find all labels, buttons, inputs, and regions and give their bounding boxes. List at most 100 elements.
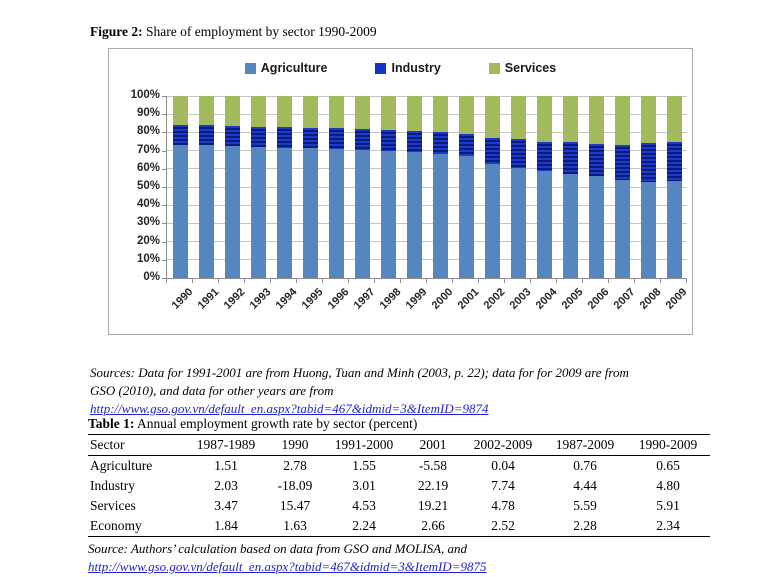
y-axis-label-60: 60%	[136, 161, 160, 174]
table-source-link[interactable]: http://www.gso.gov.vn/default_en.aspx?ta…	[88, 559, 487, 575]
stacked-bar-2002	[484, 96, 500, 278]
x-axis-tick	[322, 279, 323, 283]
bar-segment-industry	[458, 134, 474, 157]
x-axis-tick	[400, 279, 401, 283]
table-header-cell: 1990	[281, 437, 309, 452]
x-axis-tick	[660, 279, 661, 283]
bar-segment-services	[250, 96, 266, 127]
table-cell: 1.84	[214, 518, 238, 533]
table-cell: 4.53	[352, 498, 376, 513]
bar-segment-industry	[588, 144, 604, 177]
bar-segment-industry	[276, 126, 292, 148]
table-cell: 4.80	[656, 478, 680, 493]
y-axis-label-0: 0%	[143, 271, 160, 283]
x-axis-tick	[452, 279, 453, 283]
bar-segment-services	[302, 96, 318, 128]
table-cell: 2.66	[421, 518, 445, 533]
stacked-bar-2005	[562, 96, 578, 278]
bar-segment-agriculture	[250, 146, 266, 278]
bar-segment-agriculture	[224, 145, 240, 278]
bar-segment-industry	[406, 131, 422, 153]
table-cell: 2.03	[214, 478, 238, 493]
bar-segment-industry	[536, 141, 552, 171]
gridline-20	[167, 241, 687, 243]
figure-sources: Sources: Data for 1991-2001 are from Huo…	[90, 364, 710, 419]
legend-label: Agriculture	[260, 61, 328, 75]
bar-segment-agriculture	[536, 170, 552, 278]
figure-sources-link[interactable]: http://www.gso.gov.vn/default_en.aspx?ta…	[90, 401, 489, 417]
table-header-cell: 1991-2000	[334, 437, 394, 452]
x-axis-tick	[686, 279, 687, 283]
y-axis-tick	[162, 241, 166, 243]
stacked-bar-2001	[458, 96, 474, 278]
table-cell: 2.28	[573, 518, 597, 533]
table-1-block: Table 1: Annual employment growth rate b…	[88, 416, 710, 577]
legend-item-industry: Industry	[375, 60, 441, 76]
table-cell: -18.09	[277, 478, 313, 493]
bar-segment-industry	[172, 125, 188, 146]
chart-legend: Agriculture Industry Services	[109, 60, 692, 76]
bar-segment-agriculture	[588, 176, 604, 278]
bar-segment-services	[380, 96, 396, 131]
bar-segment-services	[614, 96, 630, 145]
bar-segment-agriculture	[380, 150, 396, 278]
x-axis-tick	[192, 279, 193, 283]
x-axis-tick	[218, 279, 219, 283]
bar-segment-industry	[614, 144, 630, 180]
bar-segment-agriculture	[666, 180, 682, 278]
gridline-40	[167, 204, 687, 206]
chart-plot	[166, 96, 687, 279]
table-cell: 0.76	[573, 458, 597, 473]
table-cell: 4.44	[573, 478, 597, 493]
stacked-bar-2003	[510, 96, 526, 278]
bar-segment-agriculture	[458, 156, 474, 278]
table-header-cell: 1987-2009	[555, 437, 615, 452]
x-axis-tick	[166, 279, 167, 283]
growth-rate-table: Sector 1987-1989 1990 1991-2000 2001 2002-200…	[88, 434, 710, 537]
table-cell: Services	[90, 498, 136, 513]
gridline-90	[167, 113, 687, 115]
table-cell: 0.04	[491, 458, 515, 473]
gridline-30	[167, 222, 687, 224]
stacked-bar-1991	[198, 96, 214, 278]
table-header-row: Sector 1987-1989 1990 1991-2000 2001 2002-200…	[88, 435, 710, 456]
gridline-50	[167, 186, 687, 188]
gridline-70	[167, 150, 687, 152]
stacked-bar-1994	[276, 96, 292, 278]
y-axis-tick	[162, 168, 166, 170]
figure-sources-line2: GSO (2010), and data for other years are…	[90, 383, 334, 399]
figure-caption: Figure 2: Share of employment by sector …	[90, 24, 377, 40]
legend-item-agriculture: Agriculture	[244, 60, 328, 76]
bar-segment-services	[276, 96, 292, 127]
stacked-bar-2009	[666, 96, 682, 278]
x-axis-tick	[348, 279, 349, 283]
table-cell: 22.19	[417, 478, 449, 493]
x-axis-tick	[582, 279, 583, 283]
bar-segment-industry	[562, 142, 578, 175]
table-cell: 2.52	[491, 518, 515, 533]
y-axis-tick	[162, 114, 166, 116]
y-axis-tick	[162, 132, 166, 134]
bar-segment-agriculture	[614, 179, 630, 278]
x-axis-tick	[270, 279, 271, 283]
bar-segment-industry	[250, 126, 266, 147]
bar-segment-industry	[302, 127, 318, 149]
y-axis-label-40: 40%	[136, 198, 160, 211]
stacked-bar-1993	[250, 96, 266, 278]
y-axis-label-100: 100%	[130, 89, 160, 101]
bar-segment-agriculture	[276, 147, 292, 278]
figure-caption-text: Share of employment by sector 1990-2009	[142, 23, 377, 39]
bar-segment-services	[484, 96, 500, 138]
table-cell: 1.55	[352, 458, 376, 473]
figure-sources-line1: Sources: Data for 1991-2001 are from Huo…	[90, 365, 629, 380]
stacked-bar-1995	[302, 96, 318, 278]
table-source-text: Source: Authors’ calculation based on da…	[88, 541, 468, 556]
stacked-bar-1997	[354, 96, 370, 278]
bar-segment-agriculture	[562, 174, 578, 278]
x-axis-tick	[634, 279, 635, 283]
table-cell: Agriculture	[90, 458, 153, 473]
stacked-bar-1992	[224, 96, 240, 278]
gridline-10	[167, 259, 687, 261]
table-cell: -5.58	[418, 458, 448, 473]
table-cell: 2.24	[352, 518, 376, 533]
